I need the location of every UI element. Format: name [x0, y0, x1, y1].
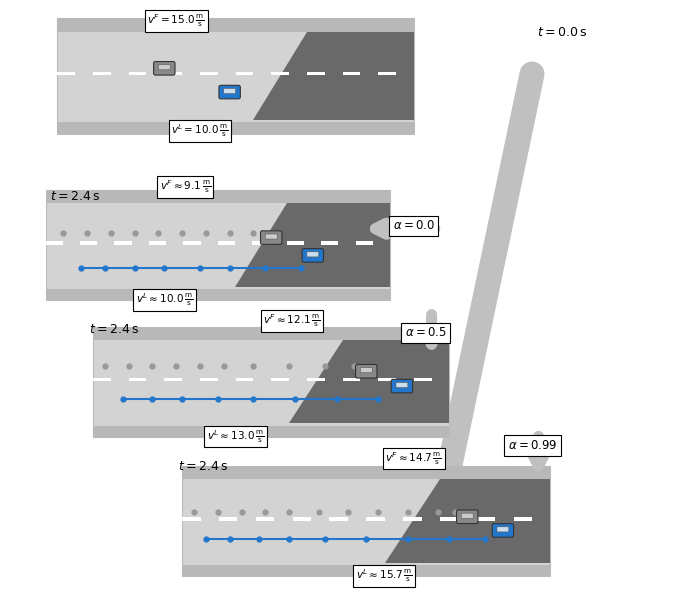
Bar: [129, 378, 147, 381]
Bar: [129, 72, 147, 75]
Bar: [236, 378, 253, 381]
Text: $\alpha = 0.99$: $\alpha = 0.99$: [508, 439, 558, 452]
Bar: [307, 378, 325, 381]
Bar: [58, 72, 75, 75]
Bar: [93, 327, 449, 340]
Bar: [114, 241, 132, 245]
Bar: [93, 72, 111, 75]
Text: $t = 0.0\,\mathrm{s}$: $t = 0.0\,\mathrm{s}$: [537, 26, 587, 39]
FancyBboxPatch shape: [153, 62, 175, 75]
Text: $v^L \approx 10.0\,\frac{\mathrm{m}}{\mathrm{s}}$: $v^L \approx 10.0\,\frac{\mathrm{m}}{\ma…: [136, 292, 193, 308]
Text: $v^L \approx 13.0\,\frac{\mathrm{m}}{\mathrm{s}}$: $v^L \approx 13.0\,\frac{\mathrm{m}}{\ma…: [207, 428, 264, 445]
FancyBboxPatch shape: [58, 18, 414, 134]
Bar: [342, 72, 360, 75]
Bar: [45, 190, 390, 203]
Bar: [93, 378, 111, 381]
FancyBboxPatch shape: [302, 249, 323, 262]
Bar: [45, 241, 63, 245]
Bar: [45, 289, 390, 300]
FancyBboxPatch shape: [45, 190, 390, 300]
Bar: [164, 378, 182, 381]
Bar: [366, 517, 385, 521]
Bar: [164, 72, 182, 75]
Bar: [292, 517, 311, 521]
Bar: [329, 517, 348, 521]
FancyBboxPatch shape: [493, 524, 514, 537]
Bar: [477, 517, 495, 521]
Bar: [271, 72, 289, 75]
Bar: [342, 378, 360, 381]
Bar: [378, 378, 396, 381]
FancyBboxPatch shape: [219, 86, 240, 99]
FancyBboxPatch shape: [182, 466, 551, 576]
Bar: [440, 517, 458, 521]
Text: $\alpha = 0.0$: $\alpha = 0.0$: [393, 219, 435, 232]
Text: $v^F \approx 9.1\,\frac{\mathrm{m}}{\mathrm{s}}$: $v^F \approx 9.1\,\frac{\mathrm{m}}{\mat…: [160, 179, 211, 195]
Bar: [149, 241, 166, 245]
FancyBboxPatch shape: [461, 513, 473, 518]
Text: $t = 2.4\,\mathrm{s}$: $t = 2.4\,\mathrm{s}$: [50, 189, 100, 203]
Polygon shape: [289, 340, 449, 424]
Bar: [514, 517, 532, 521]
Bar: [58, 18, 414, 31]
Bar: [414, 378, 432, 381]
Bar: [58, 122, 414, 134]
Bar: [184, 241, 201, 245]
Bar: [218, 241, 235, 245]
Bar: [182, 517, 201, 521]
Bar: [200, 72, 218, 75]
FancyBboxPatch shape: [158, 65, 171, 69]
Bar: [378, 72, 396, 75]
FancyBboxPatch shape: [260, 231, 282, 244]
Bar: [182, 565, 551, 576]
FancyBboxPatch shape: [224, 89, 236, 94]
Bar: [93, 425, 449, 437]
FancyBboxPatch shape: [360, 368, 372, 373]
Polygon shape: [385, 479, 551, 563]
FancyBboxPatch shape: [396, 383, 408, 388]
Text: $v^F \approx 14.7\,\frac{\mathrm{m}}{\mathrm{s}}$: $v^F \approx 14.7\,\frac{\mathrm{m}}{\ma…: [385, 450, 443, 467]
Bar: [200, 378, 218, 381]
FancyBboxPatch shape: [93, 327, 449, 437]
FancyBboxPatch shape: [265, 234, 277, 239]
FancyBboxPatch shape: [497, 527, 509, 532]
Bar: [236, 72, 253, 75]
Text: $v^F \approx 12.1\,\frac{\mathrm{m}}{\mathrm{s}}$: $v^F \approx 12.1\,\frac{\mathrm{m}}{\ma…: [263, 312, 321, 329]
Text: $v^F = 15.0\,\frac{\mathrm{m}}{\mathrm{s}}$: $v^F = 15.0\,\frac{\mathrm{m}}{\mathrm{s…: [147, 12, 205, 29]
Bar: [256, 517, 274, 521]
Text: $\alpha = 0.5$: $\alpha = 0.5$: [405, 326, 447, 339]
Text: $v^L \approx 15.7\,\frac{\mathrm{m}}{\mathrm{s}}$: $v^L \approx 15.7\,\frac{\mathrm{m}}{\ma…: [356, 568, 412, 584]
FancyBboxPatch shape: [307, 252, 319, 257]
FancyBboxPatch shape: [391, 380, 412, 393]
Bar: [252, 241, 269, 245]
Text: $t = 2.4\,\mathrm{s}$: $t = 2.4\,\mathrm{s}$: [178, 460, 228, 473]
Polygon shape: [253, 31, 414, 120]
FancyBboxPatch shape: [356, 365, 377, 378]
Bar: [321, 241, 338, 245]
FancyBboxPatch shape: [456, 510, 478, 523]
Bar: [356, 241, 373, 245]
Bar: [182, 466, 551, 479]
Bar: [307, 72, 325, 75]
Bar: [403, 517, 421, 521]
Bar: [286, 241, 304, 245]
Text: $t = 2.4\,\mathrm{s}$: $t = 2.4\,\mathrm{s}$: [89, 323, 139, 336]
Bar: [271, 378, 289, 381]
Bar: [80, 241, 97, 245]
Bar: [219, 517, 238, 521]
Polygon shape: [235, 203, 390, 287]
Text: $v^L = 10.0\,\frac{\mathrm{m}}{\mathrm{s}}$: $v^L = 10.0\,\frac{\mathrm{m}}{\mathrm{s…: [171, 122, 229, 139]
